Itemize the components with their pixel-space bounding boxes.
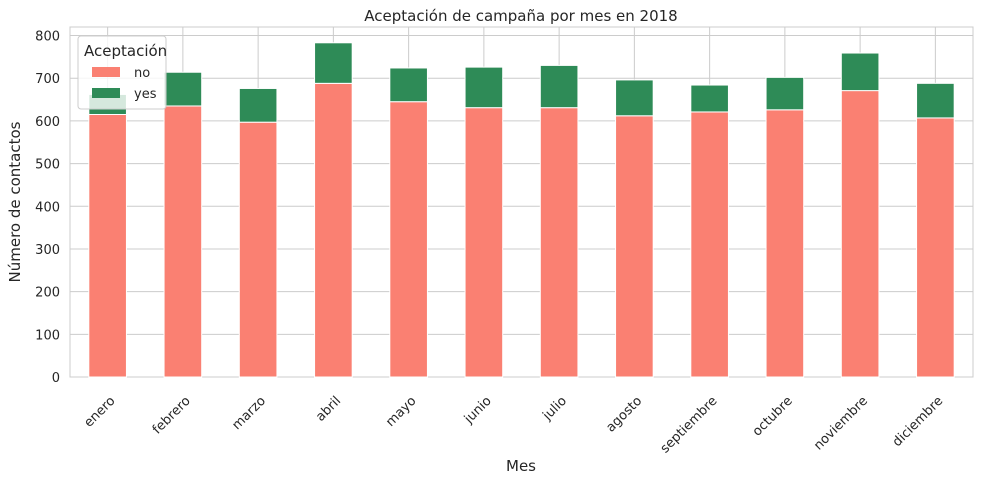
legend-title: Aceptación xyxy=(84,42,167,60)
legend-swatch-no xyxy=(92,67,120,77)
y-tick-label: 600 xyxy=(35,115,60,130)
y-tick-label: 700 xyxy=(35,72,60,87)
y-axis-ticks: 0 100 200 300 400 500 600 700 800 xyxy=(35,30,60,386)
y-tick-label: 200 xyxy=(35,286,60,301)
bar-no-abril xyxy=(314,82,353,378)
bar-no-enero xyxy=(88,114,127,378)
y-tick-label: 300 xyxy=(35,243,60,258)
x-tick-label: julio xyxy=(540,394,570,424)
x-axis-ticks: enero febrero marzo abril mayo junio julio agos… xyxy=(81,394,946,457)
legend-swatch-yes xyxy=(92,88,120,98)
bar-no-octubre xyxy=(765,109,805,378)
legend-label-no: no xyxy=(134,66,150,81)
x-tick-label: abril xyxy=(313,394,344,425)
y-tick-label: 400 xyxy=(35,200,60,215)
x-tick-label: enero xyxy=(81,394,118,431)
bar-yes-noviembre xyxy=(840,52,880,92)
bar-yes-octubre xyxy=(765,76,805,111)
y-axis-label: Número de contactos xyxy=(6,121,24,282)
y-tick-label: 0 xyxy=(52,371,60,386)
x-tick-label: octubre xyxy=(750,394,796,440)
bar-no-agosto xyxy=(615,115,654,378)
bar-no-febrero xyxy=(163,105,203,378)
bar-no-julio xyxy=(539,107,579,378)
x-tick-label: noviembre xyxy=(811,394,871,454)
bar-yes-mayo xyxy=(389,67,428,103)
bar-yes-febrero xyxy=(163,71,203,107)
y-tick-label: 500 xyxy=(35,158,60,173)
x-tick-label: agosto xyxy=(603,394,645,436)
x-tick-label: diciembre xyxy=(890,394,946,450)
plot-area xyxy=(69,26,974,378)
bar-yes-julio xyxy=(539,64,579,109)
bar-yes-marzo xyxy=(238,87,278,123)
legend-label-yes: yes xyxy=(134,87,157,102)
bar-no-marzo xyxy=(238,121,278,378)
bar-yes-septiembre xyxy=(690,84,729,113)
x-tick-label: junio xyxy=(461,394,495,428)
y-tick-label: 800 xyxy=(35,30,60,45)
bar-no-mayo xyxy=(389,101,428,378)
bar-yes-abril xyxy=(314,42,353,84)
bar-yes-junio xyxy=(464,66,504,109)
bar-yes-diciembre xyxy=(916,82,955,119)
x-tick-label: mayo xyxy=(383,394,419,430)
bar-no-noviembre xyxy=(840,90,880,378)
bar-yes-agosto xyxy=(615,79,654,117)
bar-no-junio xyxy=(464,107,504,378)
bar-no-diciembre xyxy=(916,117,955,378)
legend: Aceptación no yes xyxy=(77,35,167,110)
chart-title: Aceptación de campaña por mes en 2018 xyxy=(364,7,677,25)
x-tick-label: febrero xyxy=(150,394,194,438)
bar-no-septiembre xyxy=(690,111,729,378)
x-tick-label: marzo xyxy=(229,394,268,433)
x-tick-label: septiembre xyxy=(658,394,721,457)
y-tick-label: 100 xyxy=(35,328,60,343)
x-axis-label: Mes xyxy=(506,457,536,475)
